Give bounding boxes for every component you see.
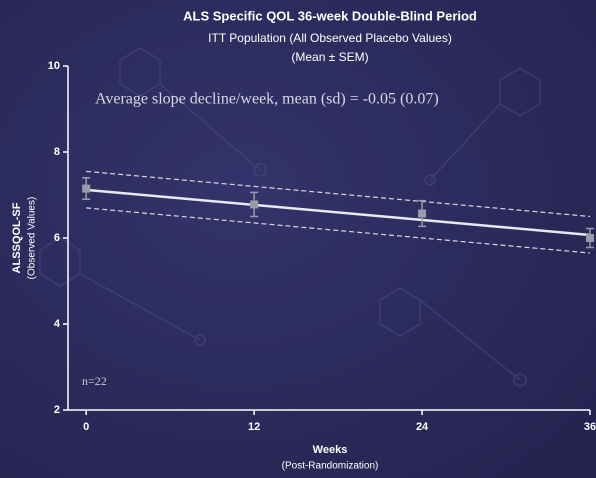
y-tick-label: 4	[54, 318, 61, 330]
chart-subtitle: (Mean ± SEM)	[291, 50, 368, 64]
y-tick-label: 10	[48, 60, 60, 72]
n-label: n=22	[82, 374, 107, 388]
x-tick-label: 24	[416, 421, 429, 433]
annotation: Average slope decline/week, mean (sd) = …	[95, 91, 439, 108]
y-axis-label: ALSSQOL-SF	[11, 202, 23, 273]
decoration	[39, 47, 541, 387]
y-tick-label: 8	[54, 146, 60, 158]
x-tick-label: 12	[248, 421, 260, 433]
y-tick-label: 6	[54, 232, 60, 244]
chart-title: ALS Specific QOL 36-week Double-Blind Pe…	[183, 8, 477, 23]
y-tick-label: 2	[54, 404, 60, 416]
ci-upper-line	[86, 170, 591, 218]
data-point	[82, 184, 91, 193]
fit-line	[86, 188, 591, 237]
data-point	[586, 234, 594, 242]
x-tick-label: 0	[83, 421, 89, 433]
ci-lower-line	[86, 207, 591, 254]
x-axis-label: (Post-Randomization)	[282, 461, 379, 472]
chart-subtitle: ITT Population (All Observed Placebo Val…	[208, 31, 452, 45]
y-axis-label: (Observed Values)	[27, 197, 38, 280]
data-point	[418, 209, 427, 218]
x-axis-label: Weeks	[313, 444, 348, 456]
data-point	[250, 200, 259, 209]
x-tick-label: 36	[584, 421, 596, 433]
